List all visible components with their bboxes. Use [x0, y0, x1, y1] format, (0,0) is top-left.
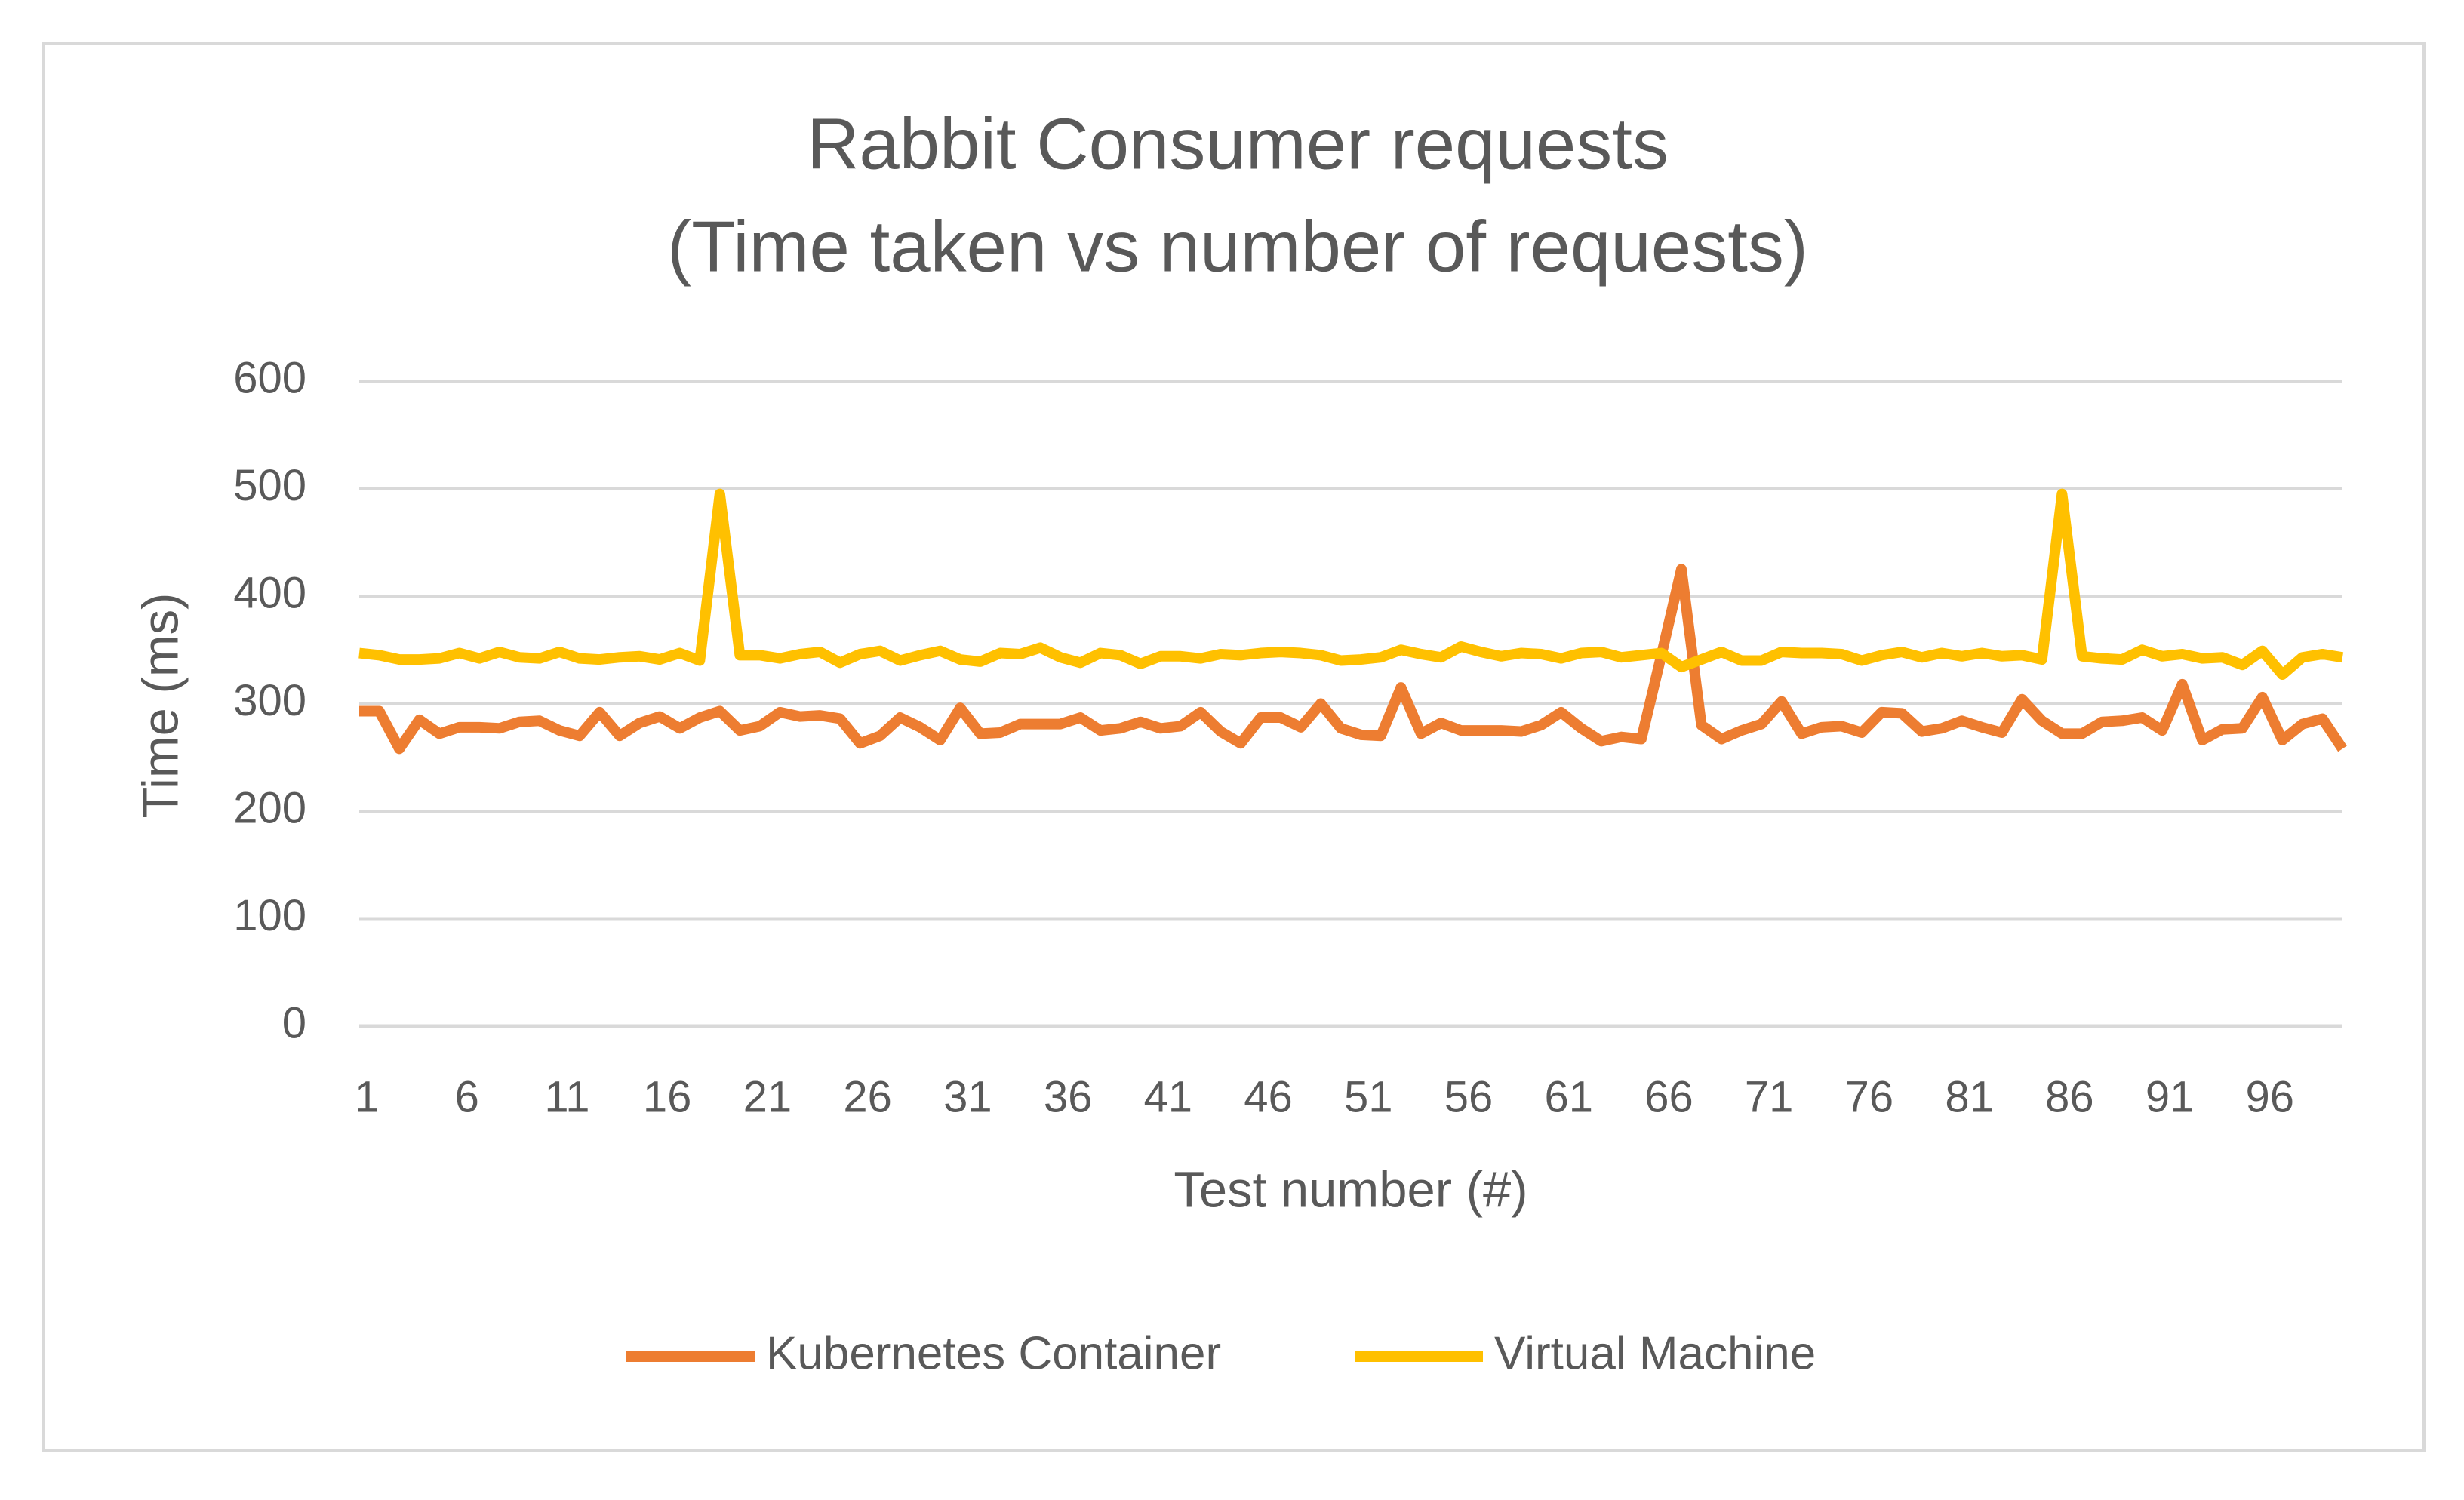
- chart-subtitle: (Time taken vs number of requests): [667, 206, 1808, 287]
- x-tick-label: 31: [943, 1072, 992, 1121]
- y-axis-title: Time (ms): [133, 593, 189, 819]
- x-tick-label: 16: [643, 1072, 692, 1121]
- x-tick-label: 86: [2045, 1072, 2094, 1121]
- legend-label: Kubernetes Container: [766, 1327, 1221, 1379]
- chart-title: Rabbit Consumer requests: [807, 103, 1669, 184]
- x-tick-label: 46: [1244, 1072, 1293, 1121]
- x-tick-label: 76: [1845, 1072, 1894, 1121]
- x-tick-label: 66: [1644, 1072, 1693, 1121]
- legend-label: Virtual Machine: [1494, 1327, 1816, 1379]
- y-tick-label: 0: [282, 998, 306, 1047]
- x-tick-label: 11: [544, 1072, 589, 1121]
- x-tick-label: 96: [2246, 1072, 2295, 1121]
- y-tick-label: 100: [233, 891, 306, 940]
- x-tick-label: 21: [743, 1072, 792, 1121]
- x-tick-label: 61: [1544, 1072, 1593, 1121]
- y-tick-label: 300: [233, 676, 306, 725]
- data-line: [359, 564, 2347, 755]
- y-tick-label: 600: [233, 353, 306, 402]
- x-tick-label: 1: [355, 1072, 379, 1121]
- x-tick-label: 51: [1344, 1072, 1393, 1121]
- x-tick-label: 41: [1144, 1072, 1193, 1121]
- y-tick-label: 400: [233, 568, 306, 617]
- chart-border: [42, 42, 2426, 1452]
- data-line: [358, 488, 2344, 681]
- x-tick-label: 6: [455, 1072, 479, 1121]
- x-axis-title: Test number (#): [1174, 1162, 1527, 1219]
- y-tick-label: 200: [233, 783, 306, 832]
- x-tick-label: 71: [1745, 1072, 1794, 1121]
- x-tick-label: 56: [1444, 1072, 1493, 1121]
- x-tick-label: 81: [1945, 1072, 1994, 1121]
- x-tick-label: 36: [1044, 1072, 1093, 1121]
- x-tick-label: 26: [843, 1072, 892, 1121]
- x-tick-label: 91: [2146, 1072, 2195, 1121]
- y-tick-label: 500: [233, 461, 306, 510]
